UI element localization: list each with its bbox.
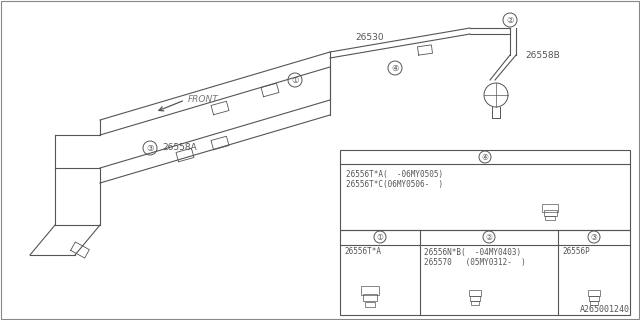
Text: ④: ④ [391,64,399,73]
Bar [470,296,480,301]
Text: ④: ④ [481,153,488,162]
Text: 265570   (05MY0312-  ): 265570 (05MY0312- ) [424,258,525,267]
Text: ①: ① [291,76,299,85]
Text: ①: ① [376,233,383,242]
Text: 26556P: 26556P [562,247,589,257]
Bar [588,290,600,296]
Text: A265001240: A265001240 [580,305,630,314]
Text: FRONT: FRONT [188,94,219,103]
Bar [544,210,557,216]
Bar [340,230,630,315]
Text: ③: ③ [591,233,597,242]
Text: 26556T*C(06MY0506-  ): 26556T*C(06MY0506- ) [346,180,443,189]
Text: 26530: 26530 [356,34,384,43]
Text: 26558B: 26558B [525,51,560,60]
Bar [542,204,558,212]
Bar [363,294,377,301]
Bar [471,301,479,305]
Bar [469,290,481,296]
Bar [340,150,630,230]
Bar [589,296,599,301]
Text: ③: ③ [147,144,154,153]
Bar [590,301,598,305]
Text: 26556N*B(  -04MY0403): 26556N*B( -04MY0403) [424,247,521,257]
Text: 26558A: 26558A [162,143,196,153]
Text: 26556T*A: 26556T*A [344,247,381,257]
Text: 26556T*A(  -06MY0505): 26556T*A( -06MY0505) [346,170,443,179]
Bar [545,216,555,220]
Text: ②: ② [506,16,514,25]
Bar [365,302,375,307]
Bar [361,286,379,295]
Text: ②: ② [486,233,492,242]
